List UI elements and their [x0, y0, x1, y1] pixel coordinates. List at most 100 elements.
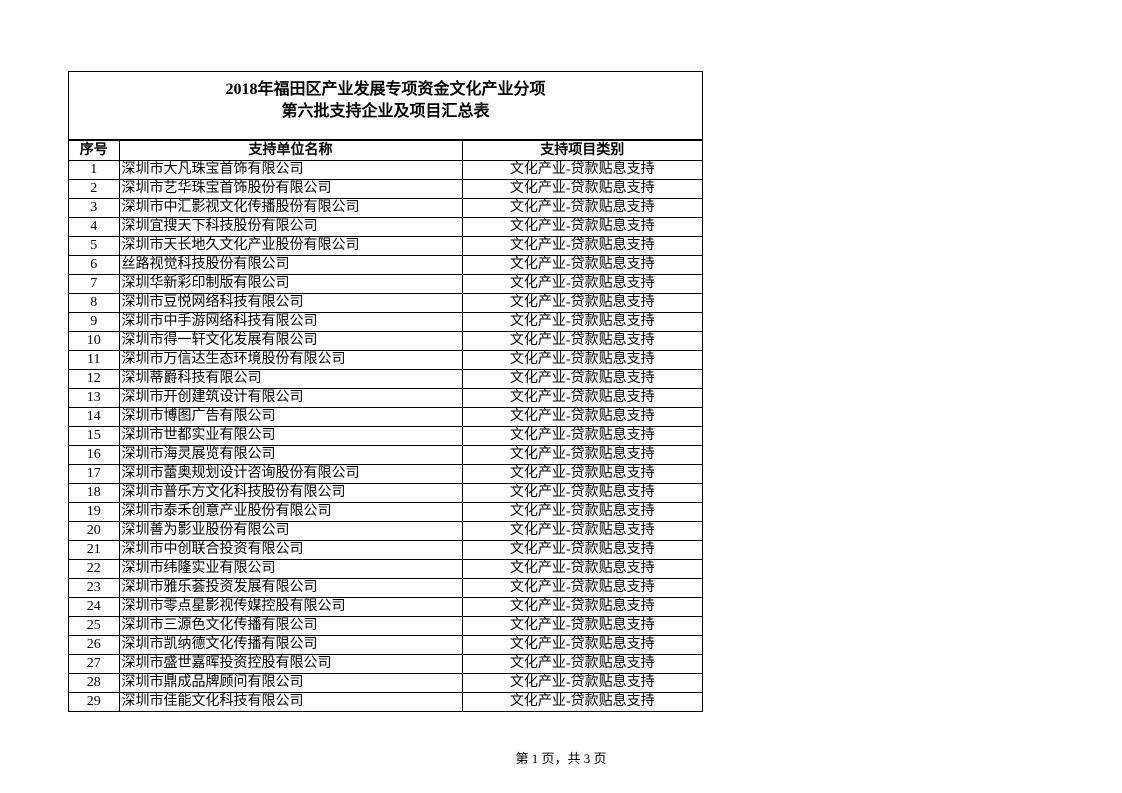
row-index: 7 — [69, 274, 120, 294]
row-index: 10 — [69, 331, 120, 351]
support-category: 文化产业-贷款贴息支持 — [461, 616, 702, 636]
company-name: 深圳市艺华珠宝首饰股份有限公司 — [118, 179, 463, 199]
company-name: 深圳市中创联合投资有限公司 — [118, 540, 463, 560]
row-index: 11 — [69, 350, 120, 370]
support-category: 文化产业-贷款贴息支持 — [461, 635, 702, 655]
support-category: 文化产业-贷款贴息支持 — [461, 350, 702, 370]
row-index: 21 — [69, 540, 120, 560]
support-category: 文化产业-贷款贴息支持 — [461, 312, 702, 332]
support-category: 文化产业-贷款贴息支持 — [461, 179, 702, 199]
company-name: 深圳市泰禾创意产业股份有限公司 — [118, 502, 463, 522]
table-row: 6 丝路视觉科技股份有限公司 文化产业-贷款贴息支持 — [69, 255, 702, 275]
table-row: 5 深圳市天长地久文化产业股份有限公司 文化产业-贷款贴息支持 — [69, 236, 702, 256]
support-category: 文化产业-贷款贴息支持 — [461, 540, 702, 560]
table-row: 7 深圳华新彩印制版有限公司 文化产业-贷款贴息支持 — [69, 274, 702, 294]
company-name: 深圳善为影业股份有限公司 — [118, 521, 463, 541]
row-index: 13 — [69, 388, 120, 408]
document-title: 2018年福田区产业发展专项资金文化产业分项 第六批支持企业及项目汇总表 — [69, 72, 702, 140]
support-category: 文化产业-贷款贴息支持 — [461, 692, 702, 712]
support-category: 文化产业-贷款贴息支持 — [461, 483, 702, 503]
table-row: 29 深圳市佳能文化科技有限公司 文化产业-贷款贴息支持 — [69, 692, 702, 712]
support-category: 文化产业-贷款贴息支持 — [461, 255, 702, 275]
row-index: 5 — [69, 236, 120, 256]
row-index: 25 — [69, 616, 120, 636]
company-name: 深圳市零点星影视传媒控股有限公司 — [118, 597, 463, 617]
support-category: 文化产业-贷款贴息支持 — [461, 369, 702, 389]
page-footer: 第 1 页，共 3 页 — [515, 751, 607, 766]
row-index: 18 — [69, 483, 120, 503]
title-line-1: 2018年福田区产业发展专项资金文化产业分项 — [225, 81, 546, 98]
company-name: 深圳市普乐方文化科技股份有限公司 — [118, 483, 463, 503]
row-index: 27 — [69, 654, 120, 674]
row-index: 19 — [69, 502, 120, 522]
table-row: 11 深圳市万信达生态环境股份有限公司 文化产业-贷款贴息支持 — [69, 350, 702, 370]
table-row: 16 深圳市海灵展览有限公司 文化产业-贷款贴息支持 — [69, 445, 702, 465]
support-category: 文化产业-贷款贴息支持 — [461, 217, 702, 237]
company-name: 深圳市雅乐荟投资发展有限公司 — [118, 578, 463, 598]
company-name: 深圳市三源色文化传播有限公司 — [118, 616, 463, 636]
company-name: 深圳市鼎成品牌顾问有限公司 — [118, 673, 463, 693]
company-name: 深圳市中手游网络科技有限公司 — [118, 312, 463, 332]
company-name: 深圳宜搜天下科技股份有限公司 — [118, 217, 463, 237]
table-row: 15 深圳市世都实业有限公司 文化产业-贷款贴息支持 — [69, 426, 702, 446]
company-name: 深圳市开创建筑设计有限公司 — [118, 388, 463, 408]
table-row: 28 深圳市鼎成品牌顾问有限公司 文化产业-贷款贴息支持 — [69, 673, 702, 693]
support-category: 文化产业-贷款贴息支持 — [461, 293, 702, 313]
table-row: 1 深圳市大凡珠宝首饰有限公司 文化产业-贷款贴息支持 — [69, 160, 702, 180]
row-index: 29 — [69, 692, 120, 712]
header-company: 支持单位名称 — [118, 140, 463, 161]
support-category: 文化产业-贷款贴息支持 — [461, 521, 702, 541]
row-index: 3 — [69, 198, 120, 218]
table-row: 22 深圳市纬隆实业有限公司 文化产业-贷款贴息支持 — [69, 559, 702, 579]
company-name: 深圳华新彩印制版有限公司 — [118, 274, 463, 294]
company-name: 深圳市豆悦网络科技有限公司 — [118, 293, 463, 313]
support-category: 文化产业-贷款贴息支持 — [461, 331, 702, 351]
support-category: 文化产业-贷款贴息支持 — [461, 388, 702, 408]
support-category: 文化产业-贷款贴息支持 — [461, 426, 702, 446]
header-category: 支持项目类别 — [461, 140, 702, 161]
company-name: 丝路视觉科技股份有限公司 — [118, 255, 463, 275]
row-index: 8 — [69, 293, 120, 313]
table-row: 2 深圳市艺华珠宝首饰股份有限公司 文化产业-贷款贴息支持 — [69, 179, 702, 199]
row-index: 17 — [69, 464, 120, 484]
table-header-row: 序号 支持单位名称 支持项目类别 — [69, 140, 702, 161]
row-index: 9 — [69, 312, 120, 332]
company-name: 深圳市凯纳德文化传播有限公司 — [118, 635, 463, 655]
support-category: 文化产业-贷款贴息支持 — [461, 654, 702, 674]
table-row: 19 深圳市泰禾创意产业股份有限公司 文化产业-贷款贴息支持 — [69, 502, 702, 522]
table-row: 24 深圳市零点星影视传媒控股有限公司 文化产业-贷款贴息支持 — [69, 597, 702, 617]
row-index: 14 — [69, 407, 120, 427]
table-row: 8 深圳市豆悦网络科技有限公司 文化产业-贷款贴息支持 — [69, 293, 702, 313]
row-index: 6 — [69, 255, 120, 275]
table-row: 4 深圳宜搜天下科技股份有限公司 文化产业-贷款贴息支持 — [69, 217, 702, 237]
support-category: 文化产业-贷款贴息支持 — [461, 578, 702, 598]
company-name: 深圳市得一轩文化发展有限公司 — [118, 331, 463, 351]
company-name: 深圳市盛世嘉晖投资控股有限公司 — [118, 654, 463, 674]
table-row: 10 深圳市得一轩文化发展有限公司 文化产业-贷款贴息支持 — [69, 331, 702, 351]
support-category: 文化产业-贷款贴息支持 — [461, 445, 702, 465]
table-row: 26 深圳市凯纳德文化传播有限公司 文化产业-贷款贴息支持 — [69, 635, 702, 655]
table-row: 9 深圳市中手游网络科技有限公司 文化产业-贷款贴息支持 — [69, 312, 702, 332]
row-index: 1 — [69, 160, 120, 180]
table-row: 17 深圳市蕾奥规划设计咨询股份有限公司 文化产业-贷款贴息支持 — [69, 464, 702, 484]
row-index: 16 — [69, 445, 120, 465]
company-name: 深圳市天长地久文化产业股份有限公司 — [118, 236, 463, 256]
support-category: 文化产业-贷款贴息支持 — [461, 274, 702, 294]
enterprise-table: 序号 支持单位名称 支持项目类别 1 深圳市大凡珠宝首饰有限公司 文化产业-贷款贴息… — [69, 140, 702, 712]
support-category: 文化产业-贷款贴息支持 — [461, 464, 702, 484]
title-line-2: 第六批支持企业及项目汇总表 — [281, 103, 490, 120]
company-name: 深圳市万信达生态环境股份有限公司 — [118, 350, 463, 370]
table-row: 14 深圳市博图广告有限公司 文化产业-贷款贴息支持 — [69, 407, 702, 427]
header-index: 序号 — [69, 140, 120, 161]
table-row: 25 深圳市三源色文化传播有限公司 文化产业-贷款贴息支持 — [69, 616, 702, 636]
support-category: 文化产业-贷款贴息支持 — [461, 236, 702, 256]
company-name: 深圳市世都实业有限公司 — [118, 426, 463, 446]
row-index: 26 — [69, 635, 120, 655]
support-category: 文化产业-贷款贴息支持 — [461, 502, 702, 522]
table-row: 13 深圳市开创建筑设计有限公司 文化产业-贷款贴息支持 — [69, 388, 702, 408]
company-name: 深圳市中汇影视文化传播股份有限公司 — [118, 198, 463, 218]
support-category: 文化产业-贷款贴息支持 — [461, 559, 702, 579]
row-index: 20 — [69, 521, 120, 541]
row-index: 23 — [69, 578, 120, 598]
table-row: 21 深圳市中创联合投资有限公司 文化产业-贷款贴息支持 — [69, 540, 702, 560]
